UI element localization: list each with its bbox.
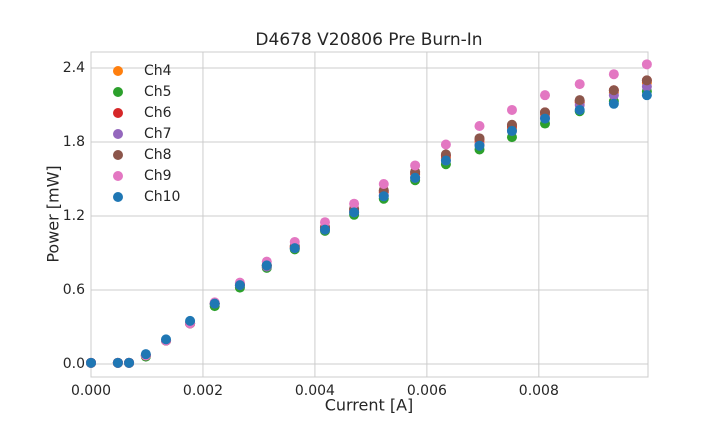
- data-point: [112, 357, 123, 368]
- legend-label: Ch4: [144, 63, 172, 79]
- legend-marker: [113, 150, 123, 160]
- data-point: [506, 104, 517, 115]
- x-axis-label: Current [A]: [325, 396, 414, 415]
- data-point: [608, 98, 619, 109]
- data-point: [378, 178, 389, 189]
- data-point: [574, 104, 585, 115]
- data-point: [161, 334, 172, 345]
- data-point: [608, 85, 619, 96]
- data-point: [349, 207, 360, 218]
- data-point: [641, 59, 652, 70]
- legend-marker: [113, 129, 123, 139]
- data-point: [641, 90, 652, 101]
- data-point: [574, 79, 585, 90]
- y-tick-label: 1.2: [63, 208, 85, 224]
- data-point: [440, 155, 451, 166]
- legend-label: Ch8: [144, 147, 172, 163]
- chart-title: D4678 V20806 Pre Burn-In: [255, 30, 482, 50]
- x-tick-label: 0.004: [295, 383, 335, 399]
- legend-marker: [113, 66, 123, 76]
- y-tick-label: 1.8: [63, 134, 85, 150]
- data-point: [608, 69, 619, 80]
- data-point: [261, 260, 272, 271]
- data-point: [289, 243, 300, 254]
- data-point: [410, 160, 421, 171]
- x-tick-label: 0.008: [519, 383, 559, 399]
- data-point: [474, 121, 485, 132]
- legend-marker: [113, 171, 123, 181]
- data-point: [185, 315, 196, 326]
- data-point: [641, 75, 652, 86]
- legend-label: Ch5: [144, 84, 172, 100]
- data-point: [410, 172, 421, 183]
- y-tick-label: 0.0: [63, 356, 85, 372]
- data-point: [474, 133, 485, 144]
- legend-label: Ch9: [144, 168, 172, 184]
- x-tick-label: 0.000: [71, 383, 111, 399]
- data-point: [440, 139, 451, 150]
- legend-label: Ch6: [144, 105, 172, 121]
- data-point: [349, 198, 360, 209]
- x-tick-label: 0.006: [407, 383, 447, 399]
- y-tick-label: 0.6: [63, 282, 85, 298]
- data-point: [140, 349, 151, 360]
- legend-marker: [113, 192, 123, 202]
- legend-marker: [113, 87, 123, 97]
- y-tick-label: 2.4: [63, 60, 85, 76]
- data-point: [319, 224, 330, 235]
- x-tick-label: 0.002: [183, 383, 223, 399]
- legend-marker: [113, 108, 123, 118]
- data-point: [539, 90, 550, 101]
- data-point: [124, 357, 135, 368]
- data-point: [209, 298, 220, 309]
- legend-label: Ch10: [144, 189, 180, 205]
- y-axis-label: Power [mW]: [44, 165, 63, 262]
- data-point: [86, 357, 96, 368]
- data-point: [378, 191, 389, 202]
- data-point: [474, 140, 485, 151]
- plot-area: [90, 51, 649, 378]
- legend-label: Ch7: [144, 126, 172, 142]
- data-point: [234, 280, 245, 291]
- data-point: [539, 113, 550, 124]
- data-point: [319, 217, 330, 228]
- data-point: [506, 125, 517, 136]
- data-point: [574, 95, 585, 106]
